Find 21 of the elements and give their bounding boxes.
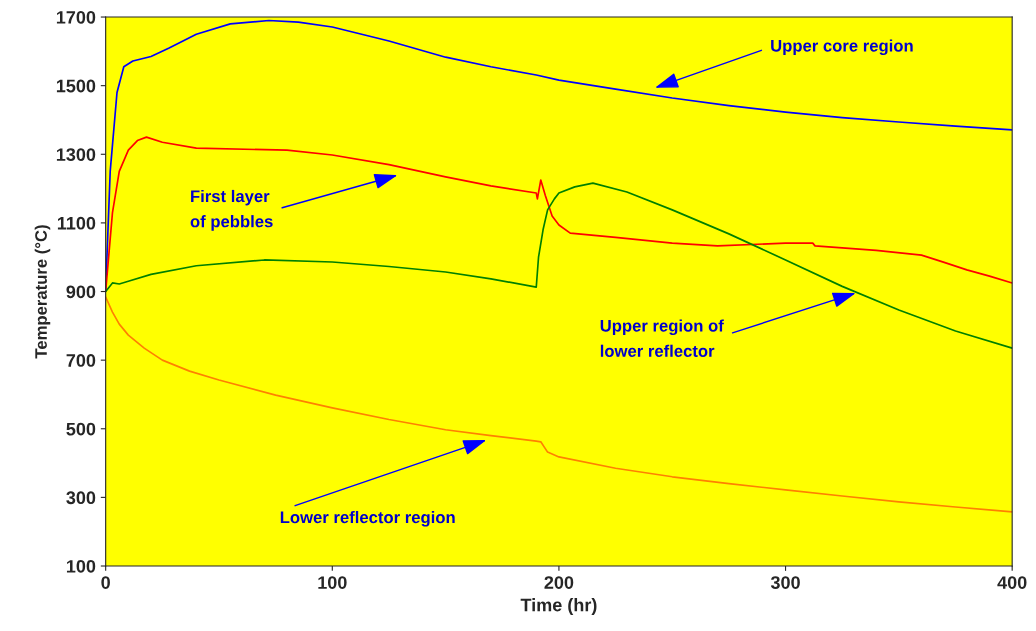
y-tick-label: 1100 [57, 216, 96, 230]
y-tick-label: 500 [66, 422, 96, 436]
x-tick-label: 0 [101, 576, 110, 589]
annotation: Upper core region [771, 39, 913, 56]
x-tick-label: 400 [997, 576, 1027, 589]
x-tick-label: 300 [770, 576, 800, 590]
annotation: Lower reflector region [280, 510, 455, 527]
line-series [105, 296, 1013, 513]
x-tick-label: 200 [544, 576, 574, 589]
x-tick-label: 100 [318, 576, 347, 589]
y-tick-label: 1500 [56, 79, 96, 93]
y-axis-title: Temperature (°C) [34, 225, 51, 359]
annotation: First layer of pebbles [190, 189, 273, 231]
annotation: Upper region of lower reflector [600, 319, 724, 357]
x-axis-title: Time (hr) [520, 598, 597, 615]
y-tick-label: 1700 [56, 10, 96, 24]
y-tick-label: 900 [66, 285, 96, 299]
y-tick-label: 100 [66, 559, 96, 573]
y-tick-label: 300 [66, 491, 96, 505]
y-tick-label: 1300 [56, 148, 96, 162]
y-tick-label: 700 [66, 354, 96, 367]
